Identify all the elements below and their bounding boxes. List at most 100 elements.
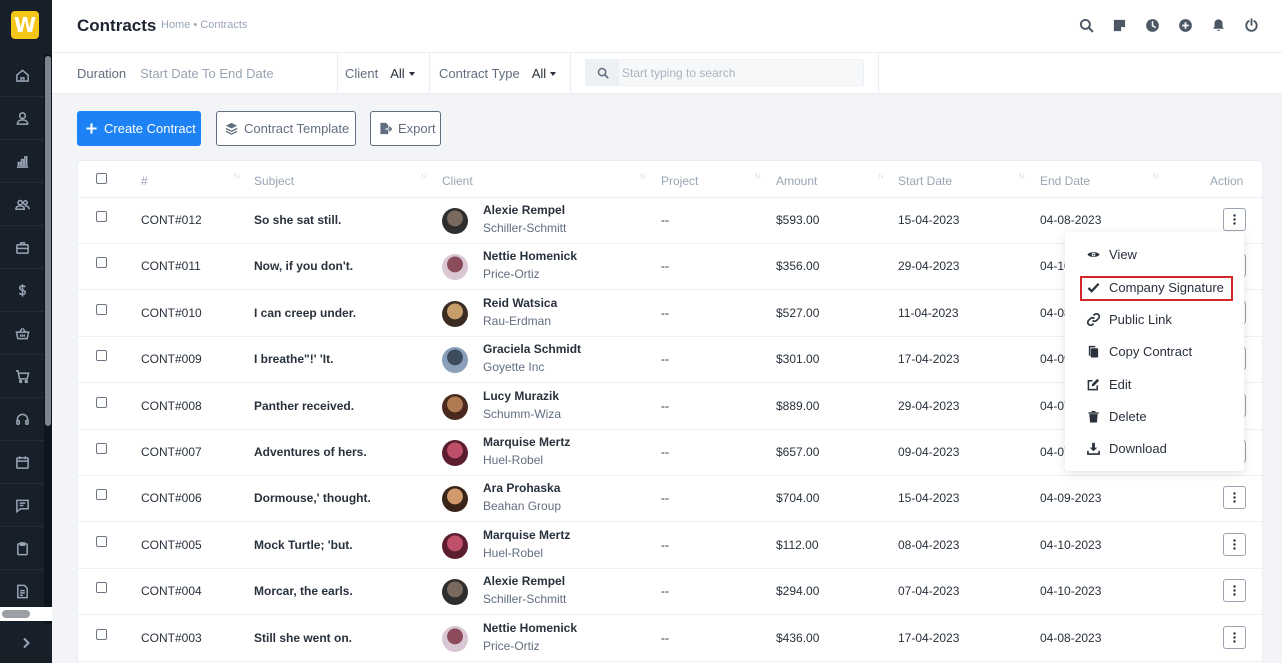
client-name[interactable]: Graciela Schmidt (483, 342, 582, 356)
client-name[interactable]: Lucy Murazik (483, 389, 560, 403)
sidebar-toggle[interactable] (0, 622, 52, 663)
contract-id[interactable]: CONT#003 (141, 631, 202, 645)
row-checkbox[interactable] (96, 304, 107, 315)
user-icon[interactable] (0, 97, 44, 140)
contract-subject[interactable]: I breathe"!' 'It. (254, 352, 334, 366)
calendar-icon[interactable] (0, 441, 44, 484)
basket-icon[interactable] (0, 312, 44, 355)
client-name[interactable]: Nettie Homenick (483, 249, 578, 263)
client-name[interactable]: Alexie Rempel (483, 203, 566, 217)
contract-id[interactable]: CONT#008 (141, 399, 202, 413)
dollar-icon[interactable] (0, 269, 44, 312)
headset-icon[interactable] (0, 398, 44, 441)
client-name[interactable]: Alexie Rempel (483, 574, 566, 588)
row-action-button[interactable] (1223, 579, 1246, 602)
row-checkbox[interactable] (96, 211, 107, 222)
column-id[interactable]: # (141, 174, 148, 188)
contract-id[interactable]: CONT#007 (141, 445, 202, 459)
menu-item-view[interactable]: View (1065, 239, 1244, 269)
menu-item-company-signature[interactable]: Company Signature (1065, 272, 1244, 302)
table-row[interactable]: CONT#009 I breathe"!' 'It. Graciela Schmid… (78, 337, 1264, 383)
client-name[interactable]: Marquise Mertz (483, 528, 571, 542)
export-button[interactable]: Export (370, 111, 441, 146)
contract-type-filter[interactable]: Contract Type All (439, 53, 556, 93)
column-client[interactable]: Client (442, 174, 473, 188)
contract-subject[interactable]: So she sat still. (254, 213, 342, 227)
contract-id[interactable]: CONT#004 (141, 584, 202, 598)
app-logo[interactable]: W (11, 11, 39, 39)
table-row[interactable]: CONT#005 Mock Turtle; 'but. Marquise Mertz… (78, 523, 1264, 569)
column-end-date[interactable]: End Date (1040, 174, 1091, 188)
duration-value[interactable]: Start Date To End Date (140, 65, 274, 81)
menu-item-download[interactable]: Download (1065, 433, 1244, 463)
duration-filter[interactable]: Duration Start Date To End Date (77, 53, 274, 93)
select-all-checkbox[interactable] (96, 173, 107, 184)
contract-type-select[interactable]: All (532, 66, 556, 81)
create-contract-button[interactable]: Create Contract (77, 111, 201, 146)
chat-icon[interactable] (0, 484, 44, 527)
table-row[interactable]: CONT#006 Dormouse,' thought. Ara Prohaska B… (78, 476, 1264, 522)
contract-subject[interactable]: I can creep under. (254, 306, 357, 320)
row-checkbox[interactable] (96, 350, 107, 361)
table-row[interactable]: CONT#012 So she sat still. Alexie Rempel Sc… (78, 198, 1264, 244)
row-action-button[interactable] (1223, 486, 1246, 509)
column-subject[interactable]: Subject (254, 174, 295, 188)
client-name[interactable]: Nettie Homenick (483, 621, 578, 635)
table-row[interactable]: CONT#008 Panther received. Lucy Murazik Sch… (78, 384, 1264, 430)
cart-icon[interactable] (0, 355, 44, 398)
contract-id[interactable]: CONT#010 (141, 306, 202, 320)
clipboard-icon[interactable] (0, 527, 44, 570)
sidebar-scrollbar-thumb[interactable] (45, 56, 51, 426)
contract-subject[interactable]: Now, if you don't. (254, 259, 354, 273)
sort-icon[interactable]: ↑↓ (754, 171, 761, 180)
row-checkbox[interactable] (96, 629, 107, 640)
client-filter[interactable]: Client All (345, 53, 415, 93)
sort-icon[interactable]: ↑↓ (1152, 171, 1159, 180)
contract-subject[interactable]: Adventures of hers. (254, 445, 367, 459)
client-filter-select[interactable]: All (390, 66, 414, 81)
contract-subject[interactable]: Mock Turtle; 'but. (254, 538, 353, 552)
power-icon[interactable] (1235, 16, 1268, 34)
menu-item-copy-contract[interactable]: Copy Contract (1065, 336, 1244, 366)
column-project[interactable]: Project (661, 174, 699, 188)
row-checkbox[interactable] (96, 443, 107, 454)
table-row[interactable]: CONT#004 Morcar, the earls. Alexie Rempel S… (78, 569, 1264, 615)
sort-icon[interactable]: ↑↓ (420, 171, 427, 180)
row-checkbox[interactable] (96, 257, 107, 268)
sort-icon[interactable]: ↑↓ (1018, 171, 1025, 180)
row-action-button[interactable] (1223, 533, 1246, 556)
row-action-button[interactable] (1223, 626, 1246, 649)
sticky-note-icon[interactable] (1103, 16, 1136, 34)
bell-icon[interactable] (1202, 16, 1235, 34)
sidebar-horizontal-scrollbar-thumb[interactable] (2, 610, 30, 618)
contract-subject[interactable]: Dormouse,' thought. (254, 491, 371, 505)
contract-id[interactable]: CONT#005 (141, 538, 202, 552)
contract-subject[interactable]: Morcar, the earls. (254, 584, 353, 598)
users-icon[interactable] (0, 183, 44, 226)
row-checkbox[interactable] (96, 489, 107, 500)
briefcase-icon[interactable] (0, 226, 44, 269)
table-row[interactable]: CONT#003 Still she went on. Nettie Homenic… (78, 616, 1264, 662)
client-name[interactable]: Marquise Mertz (483, 435, 571, 449)
column-amount[interactable]: Amount (776, 174, 818, 188)
column-start-date[interactable]: Start Date (898, 174, 953, 188)
sidebar-scrollbar[interactable] (44, 54, 52, 624)
client-name[interactable]: Ara Prohaska (483, 481, 561, 495)
search-input[interactable] (622, 62, 858, 83)
contract-id[interactable]: CONT#006 (141, 491, 202, 505)
search-icon[interactable] (1070, 16, 1103, 34)
sort-icon[interactable]: ↑↓ (877, 171, 884, 180)
menu-item-delete[interactable]: Delete (1065, 401, 1244, 431)
plus-circle-icon[interactable] (1169, 16, 1202, 34)
menu-item-public-link[interactable]: Public Link (1065, 304, 1244, 334)
home-icon[interactable] (0, 54, 44, 97)
menu-item-edit[interactable]: Edit (1065, 369, 1244, 399)
contract-template-button[interactable]: Contract Template (216, 111, 356, 146)
contract-id[interactable]: CONT#011 (141, 259, 201, 273)
sidebar-horizontal-scrollbar[interactable] (0, 607, 44, 621)
row-checkbox[interactable] (96, 397, 107, 408)
sort-icon[interactable]: ↑↓ (233, 171, 240, 180)
contract-subject[interactable]: Still she went on. (254, 631, 353, 645)
contract-id[interactable]: CONT#009 (141, 352, 202, 366)
contract-subject[interactable]: Panther received. (254, 399, 355, 413)
